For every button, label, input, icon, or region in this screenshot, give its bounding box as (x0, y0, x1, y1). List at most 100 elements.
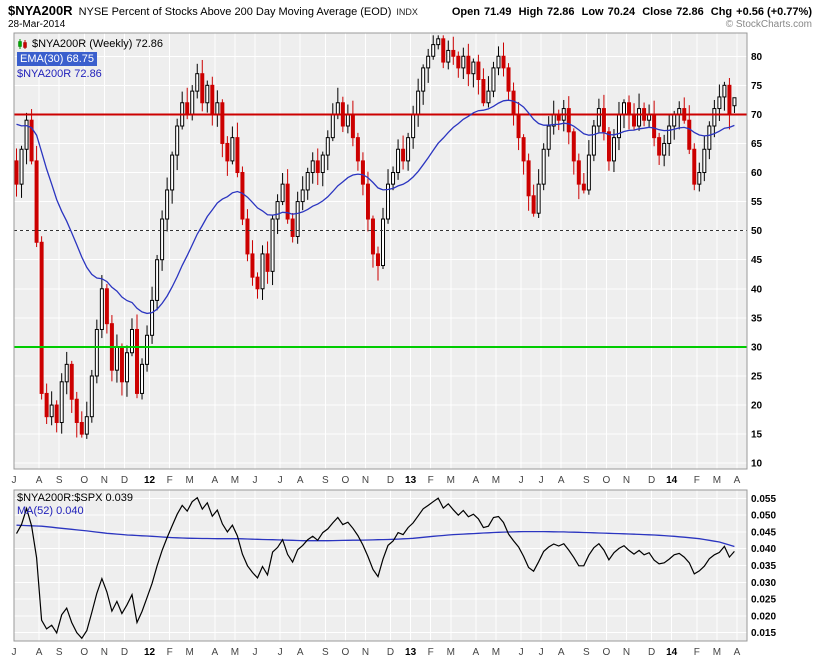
candlestick-icon (17, 38, 28, 50)
svg-text:0.055: 0.055 (751, 494, 776, 505)
svg-text:65: 65 (751, 139, 763, 150)
svg-text:M: M (447, 647, 455, 658)
svg-text:12: 12 (144, 647, 156, 658)
svg-text:A: A (558, 647, 565, 658)
quote-low-value: 70.24 (607, 6, 636, 18)
svg-text:A: A (473, 475, 480, 486)
candles-layer (14, 35, 737, 439)
svg-text:0.020: 0.020 (751, 611, 776, 622)
svg-text:M: M (713, 647, 721, 658)
main-plot-bg (14, 33, 747, 469)
svg-text:D: D (648, 647, 655, 658)
svg-text:N: N (362, 475, 369, 486)
svg-text:N: N (362, 647, 369, 658)
svg-text:N: N (101, 475, 108, 486)
svg-text:F: F (167, 647, 173, 658)
ema-legend-label[interactable]: EMA(30) 68.75 (17, 52, 97, 66)
quote-open-label: Open (451, 6, 480, 18)
svg-text:F: F (428, 647, 434, 658)
svg-text:75: 75 (751, 81, 763, 92)
svg-text:M: M (186, 475, 194, 486)
svg-text:40: 40 (751, 284, 763, 295)
svg-text:S: S (56, 647, 63, 658)
quote-close-value: 72.86 (676, 6, 704, 18)
ratio-series-label: $NYA200R:$SPX 0.039 (17, 492, 133, 504)
quote-chg-value: +0.56 (+0.77%) (736, 6, 812, 18)
svg-text:N: N (623, 647, 630, 658)
svg-text:O: O (603, 647, 611, 658)
svg-text:14: 14 (666, 475, 678, 486)
svg-text:S: S (583, 647, 590, 658)
svg-text:O: O (341, 475, 349, 486)
svg-text:0.045: 0.045 (751, 527, 776, 538)
svg-text:50: 50 (751, 226, 763, 237)
svg-text:0.040: 0.040 (751, 544, 776, 555)
quote-high-label: High (518, 6, 544, 18)
watermark: © StockCharts.com (725, 19, 812, 30)
svg-text:A: A (297, 475, 304, 486)
exchange-label: INDX (396, 7, 418, 17)
svg-text:F: F (167, 475, 173, 486)
svg-text:J: J (252, 647, 257, 658)
lower-legend: $NYA200R:$SPX 0.039 MA(52) 0.040 (17, 492, 133, 518)
svg-text:J: J (278, 647, 283, 658)
svg-text:A: A (211, 475, 218, 486)
svg-text:55: 55 (751, 197, 763, 208)
ema-line (16, 99, 735, 315)
svg-text:J: J (519, 475, 524, 486)
svg-text:S: S (322, 647, 329, 658)
svg-text:30: 30 (751, 342, 763, 353)
svg-text:A: A (558, 475, 565, 486)
svg-text:60: 60 (751, 168, 763, 179)
svg-text:0.015: 0.015 (751, 628, 776, 639)
svg-text:14: 14 (666, 647, 678, 658)
main-series-legend: $NYA200R (Weekly) 72.86 (17, 37, 163, 51)
svg-text:M: M (186, 647, 194, 658)
svg-text:F: F (428, 475, 434, 486)
svg-text:13: 13 (405, 475, 417, 486)
svg-text:D: D (387, 475, 394, 486)
subheader: 28-Mar-2014 © StockCharts.com (8, 19, 812, 30)
svg-text:D: D (121, 475, 128, 486)
svg-text:13: 13 (405, 647, 417, 658)
svg-text:O: O (80, 475, 88, 486)
svg-text:80: 80 (751, 52, 763, 63)
svg-text:N: N (101, 647, 108, 658)
svg-text:J: J (12, 475, 17, 486)
quote-open-value: 71.49 (483, 6, 512, 18)
svg-text:D: D (387, 647, 394, 658)
quote-high-value: 72.86 (547, 6, 575, 18)
ma52-line (16, 524, 735, 548)
lower-plot-border (13, 489, 748, 642)
price-overlay-label: $NYA200R 72.86 (17, 68, 102, 80)
svg-text:M: M (492, 475, 500, 486)
svg-text:0.030: 0.030 (751, 578, 776, 589)
svg-text:D: D (121, 647, 128, 658)
svg-text:35: 35 (751, 313, 763, 324)
svg-text:A: A (211, 647, 218, 658)
quote-strip: Open 71.49 High 72.86 Low 70.24 Close 72.86 … (448, 6, 812, 18)
svg-text:F: F (694, 647, 700, 658)
svg-text:10: 10 (751, 459, 763, 470)
svg-text:15: 15 (751, 430, 763, 441)
svg-text:M: M (713, 475, 721, 486)
svg-text:A: A (36, 475, 43, 486)
quote-low-label: Low (581, 6, 604, 18)
main-series-label: $NYA200R (Weekly) 72.86 (32, 38, 164, 50)
svg-text:M: M (447, 475, 455, 486)
svg-text:J: J (12, 647, 17, 658)
svg-text:25: 25 (751, 371, 763, 382)
header: $NYA200R NYSE Percent of Stocks Above 20… (8, 3, 812, 18)
svg-text:0.025: 0.025 (751, 595, 776, 606)
quote-close-label: Close (642, 6, 673, 18)
svg-text:M: M (492, 647, 500, 658)
svg-text:O: O (341, 647, 349, 658)
svg-text:A: A (734, 475, 741, 486)
svg-text:0.035: 0.035 (751, 561, 776, 572)
svg-text:0.050: 0.050 (751, 511, 776, 522)
svg-text:N: N (623, 475, 630, 486)
svg-text:M: M (231, 475, 239, 486)
main-plot-border (13, 32, 748, 470)
